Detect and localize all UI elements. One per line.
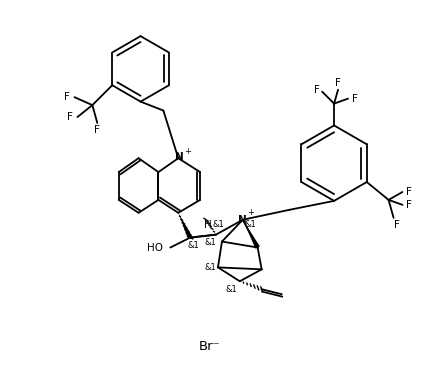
- Text: F: F: [393, 220, 399, 230]
- Text: &1: &1: [204, 263, 216, 272]
- Text: F: F: [314, 85, 320, 95]
- Text: +: +: [184, 147, 190, 156]
- Text: HO: HO: [147, 242, 163, 252]
- Text: F: F: [64, 92, 70, 102]
- Text: F: F: [352, 94, 358, 104]
- Text: Br⁻: Br⁻: [199, 340, 221, 353]
- Text: +: +: [247, 208, 254, 217]
- Text: F: F: [405, 187, 412, 197]
- Text: N: N: [238, 215, 247, 225]
- Text: &1: &1: [226, 285, 238, 294]
- Text: F: F: [405, 200, 412, 210]
- Text: &1: &1: [245, 220, 257, 229]
- Text: F: F: [335, 78, 341, 88]
- Text: &1: &1: [212, 220, 224, 229]
- Text: N: N: [175, 152, 184, 162]
- Polygon shape: [243, 220, 260, 249]
- Text: F: F: [67, 112, 73, 122]
- Text: &1: &1: [204, 238, 216, 247]
- Text: &1: &1: [187, 241, 199, 250]
- Polygon shape: [178, 213, 193, 239]
- Text: H: H: [204, 220, 212, 230]
- Text: F: F: [94, 125, 100, 135]
